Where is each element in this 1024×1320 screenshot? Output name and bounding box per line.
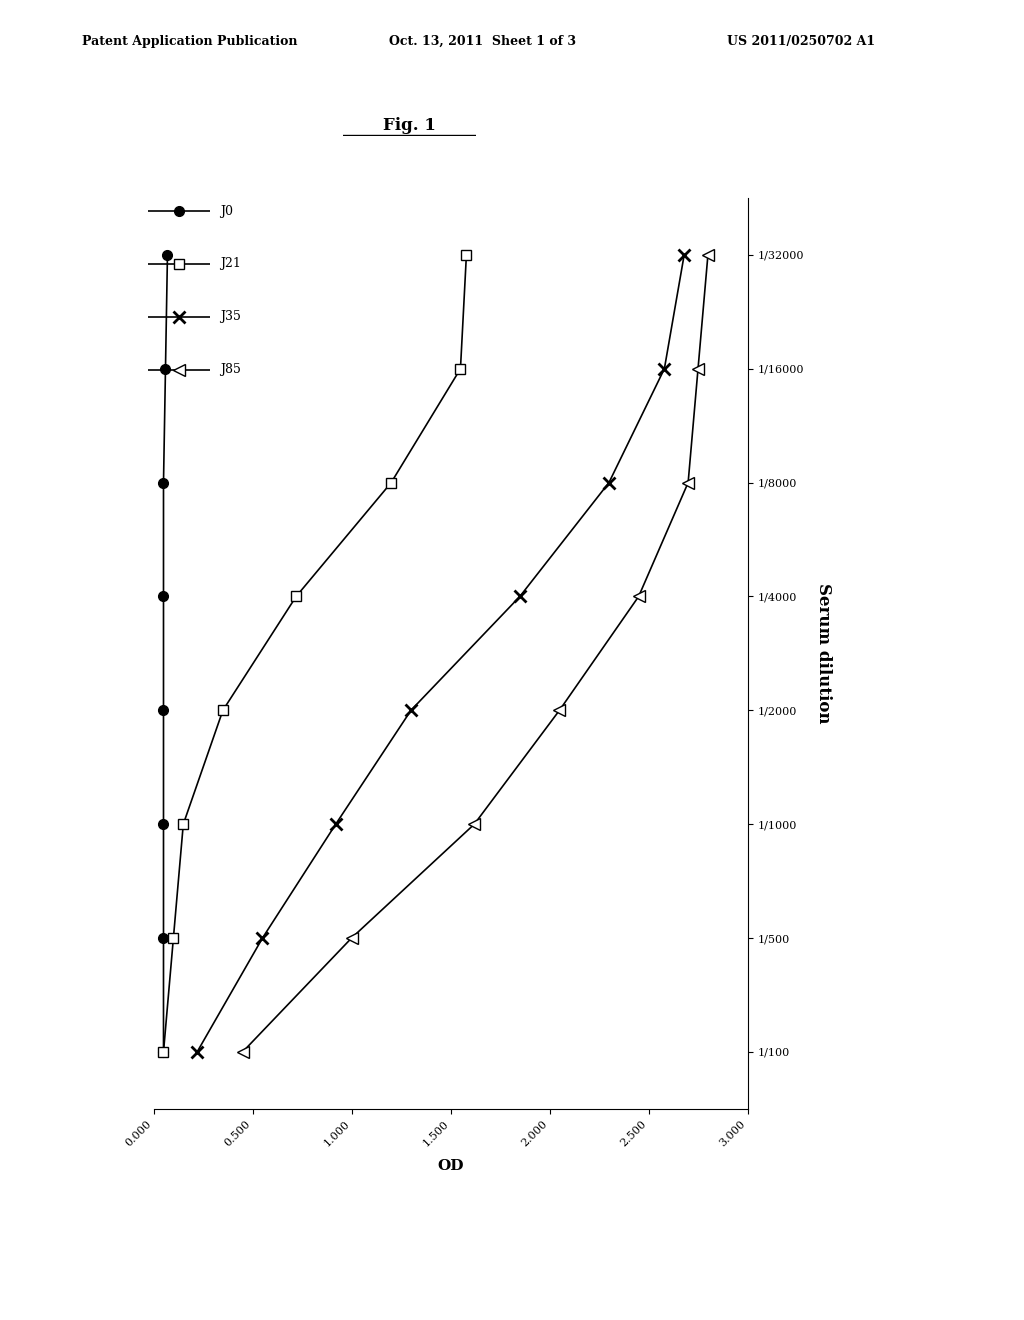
Line: J0: J0 <box>159 249 172 1057</box>
Line: J21: J21 <box>159 249 471 1057</box>
J0 <box>162 247 174 263</box>
J35 <box>678 247 690 263</box>
J0 <box>158 589 170 605</box>
J35 <box>330 816 342 832</box>
J0 <box>160 360 172 376</box>
J21 <box>158 1044 170 1060</box>
J0 <box>158 702 170 718</box>
Line: J85: J85 <box>237 248 714 1059</box>
Text: J0: J0 <box>220 205 233 218</box>
Text: US 2011/0250702 A1: US 2011/0250702 A1 <box>727 34 876 48</box>
J35 <box>514 589 526 605</box>
J21 <box>460 247 472 263</box>
J0 <box>158 1044 170 1060</box>
J35 <box>658 360 671 376</box>
J85 <box>633 589 645 605</box>
J21 <box>167 931 179 946</box>
J21 <box>290 589 302 605</box>
J85 <box>701 247 714 263</box>
Y-axis label: Serum dilution: Serum dilution <box>814 583 831 723</box>
Text: Oct. 13, 2011  Sheet 1 of 3: Oct. 13, 2011 Sheet 1 of 3 <box>389 34 577 48</box>
J21 <box>385 475 397 491</box>
J85 <box>553 702 565 718</box>
J35 <box>256 931 268 946</box>
X-axis label: OD: OD <box>437 1159 464 1173</box>
J21 <box>177 816 189 832</box>
Text: J35: J35 <box>220 310 241 323</box>
Text: Fig. 1: Fig. 1 <box>383 117 436 133</box>
J0 <box>158 475 170 491</box>
J85 <box>692 360 705 376</box>
Text: J85: J85 <box>220 363 241 376</box>
Text: Patent Application Publication: Patent Application Publication <box>82 34 297 48</box>
J85 <box>345 931 357 946</box>
J21 <box>455 360 467 376</box>
J85 <box>682 475 694 491</box>
J85 <box>237 1044 249 1060</box>
J85 <box>468 816 480 832</box>
J0 <box>158 816 170 832</box>
J21 <box>217 702 229 718</box>
J35 <box>603 475 615 491</box>
Text: J21: J21 <box>220 257 241 271</box>
Line: J35: J35 <box>190 248 690 1059</box>
J0 <box>158 931 170 946</box>
J35 <box>404 702 417 718</box>
J35 <box>191 1044 204 1060</box>
